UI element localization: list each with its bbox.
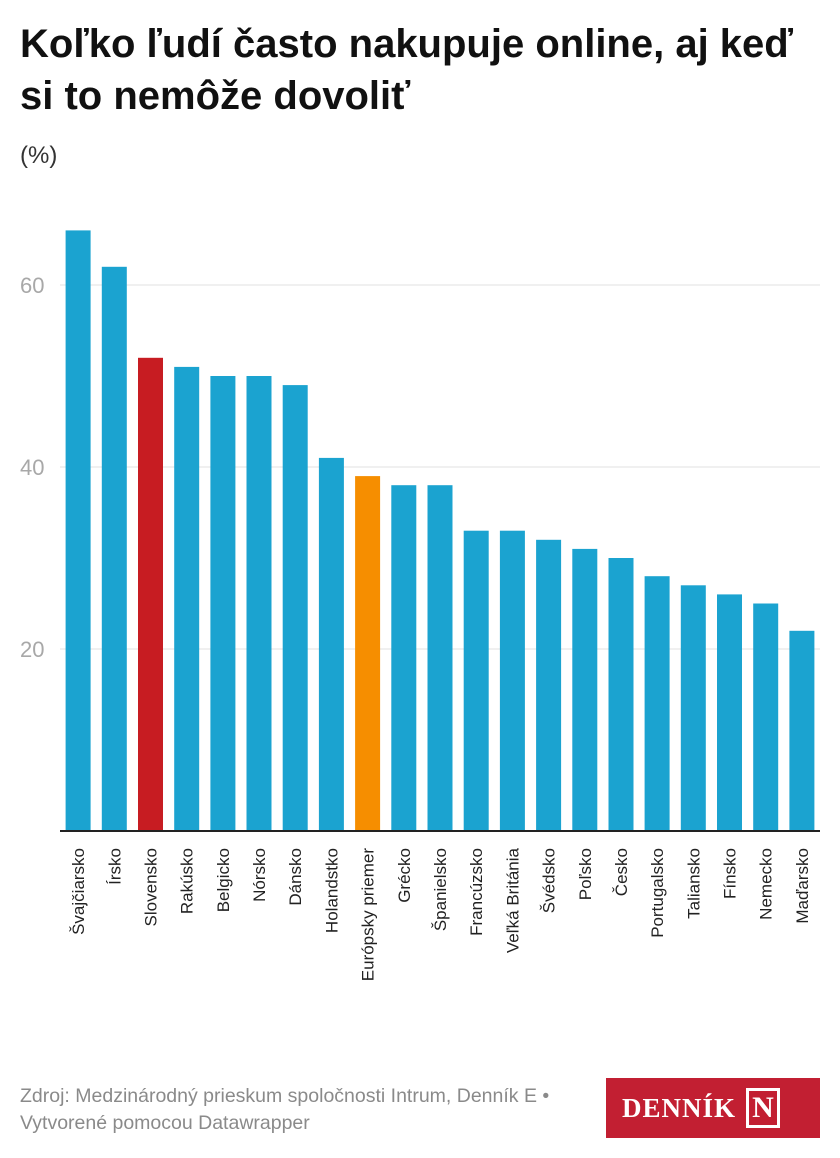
bar (644, 576, 670, 831)
x-tick-label: Portugalsko (648, 848, 667, 938)
logo-text: DENNÍK (622, 1092, 737, 1123)
source-note: Zdroj: Medzinárodný prieskum spoločnosti… (20, 1085, 550, 1134)
bars (65, 230, 815, 831)
bar (572, 548, 598, 831)
bar (391, 485, 417, 831)
x-tick-label: Dánsko (286, 848, 305, 906)
bar (138, 357, 163, 831)
x-tick-label: Švajčiarsko (69, 848, 88, 935)
bar (753, 603, 779, 831)
x-tick-label: Česko (612, 848, 631, 896)
x-tick-label: Rakúsko (178, 848, 197, 914)
bar-chart: 20 40 60 Švajčiarsko Írsko Slovensko Rakúsko B… (20, 230, 820, 981)
bar (246, 376, 272, 831)
x-tick-label: Veľká Británia (503, 847, 522, 953)
bar (717, 594, 742, 831)
bar (355, 476, 381, 831)
bar (65, 230, 91, 831)
x-tick-label: Nemecko (757, 848, 776, 920)
bar (282, 385, 308, 831)
logo-n-icon: N (746, 1088, 781, 1128)
x-tick-label: Francúzsko (467, 848, 486, 936)
unit-label: (%) (20, 142, 58, 169)
y-tick-label: 60 (20, 273, 44, 298)
bar (210, 376, 236, 831)
x-tick-label: Holandstko (322, 848, 341, 933)
bar (680, 585, 706, 831)
x-tick-label: Belgicko (214, 848, 233, 912)
bar (101, 266, 127, 831)
x-tick-label: Grécko (395, 848, 414, 903)
brand-logo[interactable]: DENNÍK N (606, 1078, 820, 1138)
y-tick-label: 20 (20, 637, 44, 662)
x-axis-labels: Švajčiarsko Írsko Slovensko Rakúsko Belgicko… (69, 847, 812, 981)
bar (536, 539, 562, 831)
x-tick-label: Írsko (105, 848, 124, 885)
x-tick-label: Taliansko (684, 848, 703, 919)
bar (608, 558, 634, 831)
x-tick-label: Švédsko (540, 848, 559, 913)
bar (789, 630, 815, 831)
x-tick-label: Poľsko (576, 848, 595, 900)
x-tick-label: Španielsko (431, 848, 450, 931)
x-tick-label: Fínsko (721, 848, 740, 899)
y-tick-label: 40 (20, 455, 44, 480)
chart-title: Koľko ľudí často nakupuje online, aj keď… (20, 22, 794, 118)
bar (318, 457, 344, 831)
bar (174, 366, 200, 831)
x-tick-label: Maďarsko (793, 848, 812, 924)
x-tick-label: Nórsko (250, 848, 269, 902)
bar (463, 530, 489, 831)
x-tick-label: Slovensko (141, 848, 160, 926)
bar (427, 485, 453, 831)
x-tick-label: Európsky priemer (359, 848, 378, 982)
bar (499, 530, 525, 831)
